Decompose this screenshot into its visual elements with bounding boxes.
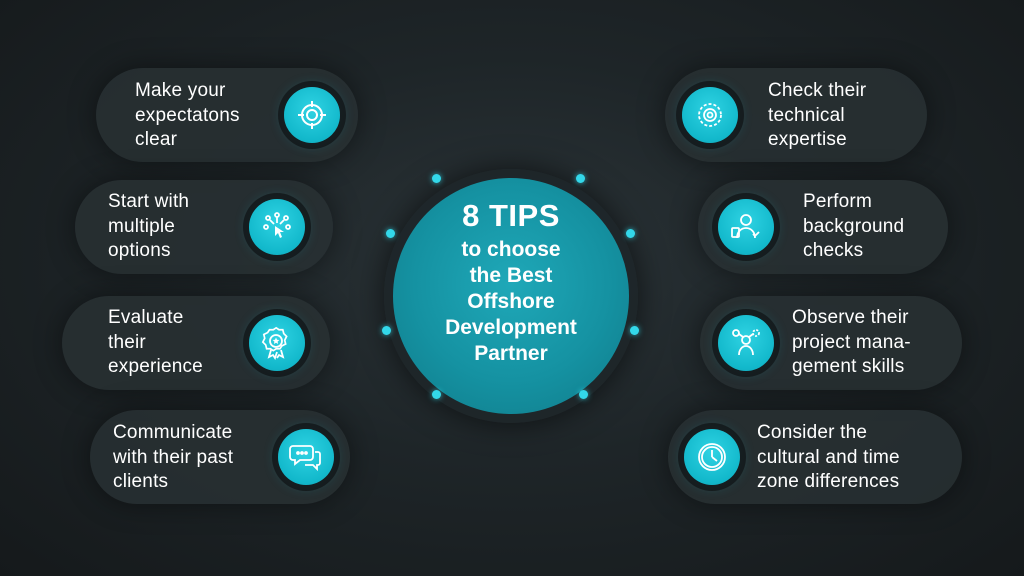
tip-text-2: Start with multiple options: [108, 191, 190, 261]
target-icon: [284, 87, 340, 143]
options-click-icon: [249, 199, 305, 255]
ring-dot: [626, 229, 635, 238]
tip-text-5: Check their technical expertise: [768, 80, 867, 150]
tip-text-4: Communicate with their past clients: [113, 422, 234, 492]
background-check-icon: [718, 199, 774, 255]
ring-dot: [579, 390, 588, 399]
center-title: 8 TIPS: [462, 198, 560, 233]
ring-dot: [386, 229, 395, 238]
tip-text-6: Perform background checks: [803, 191, 905, 261]
tip-text-8: Consider the cultural and time zone diff…: [757, 422, 900, 492]
center-circle: [393, 178, 629, 414]
ring-dot: [630, 326, 639, 335]
chat-bubbles-icon: [278, 429, 334, 485]
ring-dot: [432, 174, 441, 183]
tip-text-3: Evaluate their experience: [108, 307, 203, 377]
ring-dot: [576, 174, 585, 183]
center-subtitle: to choose the Best Offshore Development …: [445, 238, 577, 365]
ring-dot: [382, 326, 391, 335]
gears-icon: [682, 87, 738, 143]
project-management-icon: [718, 315, 774, 371]
tip-text-1: Make your expectatons clear: [135, 80, 240, 150]
ring-dot: [432, 390, 441, 399]
award-badge-icon: [249, 315, 305, 371]
clock-icon: [684, 429, 740, 485]
tip-text-7: Observe their project mana- gement skill…: [792, 307, 911, 377]
